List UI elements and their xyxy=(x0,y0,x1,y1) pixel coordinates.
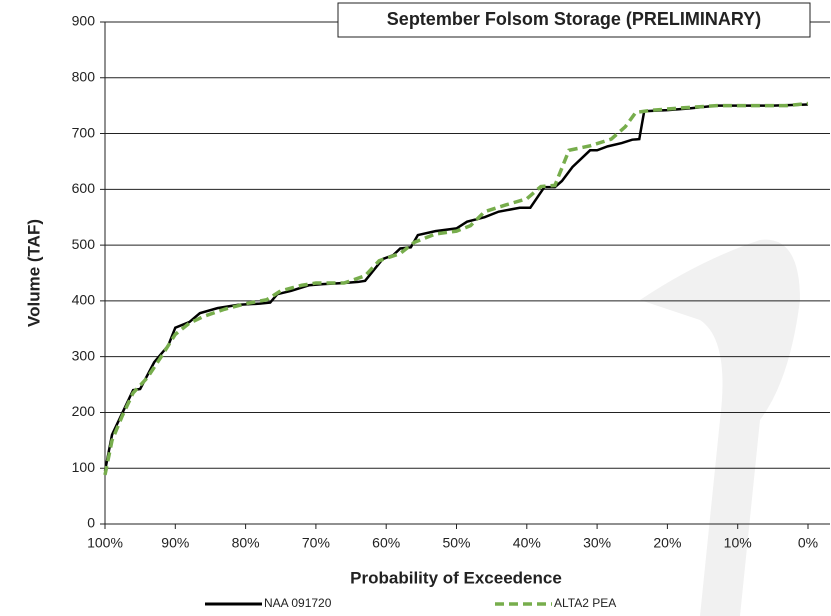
series-line xyxy=(103,101,809,476)
legend-label: NAA 091720 xyxy=(264,596,332,610)
watermark xyxy=(640,239,800,616)
x-tick-label: 10% xyxy=(724,535,752,551)
y-tick-label: 700 xyxy=(72,124,96,140)
x-tick-label: 80% xyxy=(232,535,260,551)
legend: NAA 091720 ALTA2 PEA xyxy=(205,596,616,610)
x-tick-label: 30% xyxy=(583,535,611,551)
x-tick-label: 20% xyxy=(653,535,681,551)
y-tick-label: 100 xyxy=(72,459,96,475)
y-tick-label: 300 xyxy=(72,347,96,363)
x-tick-label: 60% xyxy=(372,535,400,551)
plot-area: 0 100 200 300 400 500 600 700 800 900 100% 90% 80% 70… xyxy=(72,13,830,551)
legend-label: ALTA2 PEA xyxy=(554,596,616,610)
x-tick-label: 70% xyxy=(302,535,330,551)
x-axis-label: Probability of Exceedence xyxy=(350,568,562,587)
x-tick-label: 100% xyxy=(87,535,123,551)
y-tick-label: 200 xyxy=(72,403,96,419)
y-axis-label: Volume (TAF) xyxy=(24,219,43,327)
x-tick-label: 50% xyxy=(442,535,470,551)
x-tick-label: 0% xyxy=(798,535,818,551)
y-tick-label: 600 xyxy=(72,180,96,196)
x-tick-label: 90% xyxy=(161,535,189,551)
chart-title: September Folsom Storage (PRELIMINARY) xyxy=(387,9,761,29)
x-tick-label: 40% xyxy=(513,535,541,551)
title-box xyxy=(337,2,811,38)
y-tick-label: 0 xyxy=(87,515,95,531)
y-tick-label: 900 xyxy=(72,13,96,29)
y-tick-label: 400 xyxy=(72,292,96,308)
y-tick-label: 500 xyxy=(72,236,96,252)
y-tick-label: 800 xyxy=(72,68,96,84)
